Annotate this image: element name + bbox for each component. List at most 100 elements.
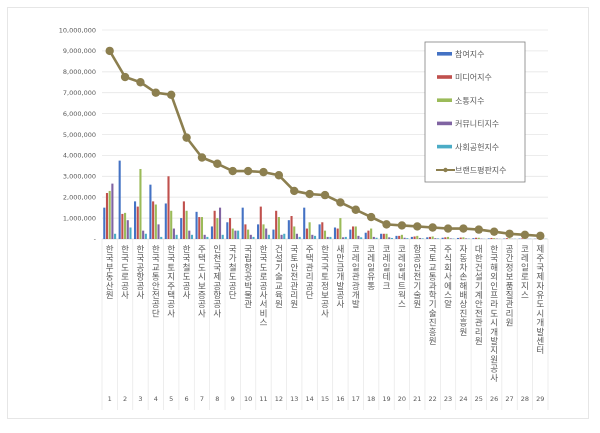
- rank-number: 28: [521, 395, 529, 403]
- bar: [298, 236, 301, 239]
- legend-swatch: [437, 52, 452, 56]
- bar: [434, 238, 437, 239]
- bar: [259, 206, 262, 239]
- bar: [105, 193, 109, 239]
- rank-number: 22: [429, 395, 437, 403]
- bar: [206, 236, 209, 239]
- bar: [290, 216, 293, 239]
- bar: [505, 238, 508, 239]
- bar: [139, 168, 142, 239]
- legend-label: 미디어지수: [455, 72, 492, 82]
- rank-number: 1: [108, 395, 112, 403]
- bar: [372, 236, 375, 239]
- line-marker: [243, 166, 253, 176]
- bar: [311, 234, 314, 239]
- legend-swatch: [437, 75, 452, 79]
- line-marker: [290, 186, 299, 196]
- line-marker: [474, 225, 483, 234]
- rank-number: 8: [215, 395, 219, 403]
- line-marker: [305, 189, 314, 199]
- bar: [234, 230, 237, 239]
- bar: [280, 234, 283, 239]
- legend-box: [424, 41, 526, 183]
- bar: [380, 233, 383, 239]
- bar: [152, 201, 155, 239]
- rank-number: 9: [231, 395, 235, 403]
- bar: [252, 236, 255, 239]
- line-marker: [536, 231, 545, 241]
- line-marker: [382, 220, 391, 229]
- bar: [360, 237, 363, 239]
- bar: [444, 237, 447, 239]
- line-marker: [274, 171, 284, 180]
- bar: [375, 237, 378, 239]
- line-marker: [505, 229, 514, 238]
- bar: [403, 237, 406, 239]
- rank-number: 5: [169, 395, 173, 403]
- bar: [395, 235, 398, 239]
- bar: [203, 234, 206, 239]
- legend-swatch: [437, 144, 452, 149]
- rank-number: 7: [200, 395, 204, 403]
- bar: [257, 224, 260, 239]
- line-marker: [120, 72, 130, 82]
- bar: [333, 227, 337, 239]
- bar: [303, 207, 306, 239]
- legend-item: 미디어지수: [437, 72, 492, 82]
- bar: [352, 226, 355, 239]
- bar: [446, 236, 450, 239]
- bar: [400, 234, 403, 239]
- y-tick-label: 4,000,000: [63, 152, 96, 160]
- rank-number: 26: [490, 395, 498, 403]
- rank-number: 11: [259, 395, 267, 403]
- bar: [437, 238, 440, 239]
- bar: [237, 230, 240, 239]
- line-marker: [336, 198, 345, 207]
- bar: [339, 218, 342, 239]
- bar: [413, 236, 416, 239]
- bar: [293, 226, 296, 239]
- bar: [426, 237, 429, 239]
- line-marker: [428, 223, 437, 232]
- rank-number: 21: [413, 395, 421, 403]
- line-marker: [459, 224, 468, 233]
- bar-series: [103, 160, 547, 239]
- bar: [200, 217, 204, 239]
- bar: [228, 218, 232, 239]
- rank-number: 25: [475, 395, 483, 403]
- bar: [262, 224, 265, 239]
- bar: [321, 222, 324, 239]
- rank-number: 13: [290, 395, 298, 403]
- y-tick-label: 2,000,000: [63, 194, 96, 202]
- bar: [277, 217, 280, 239]
- y-tick-label: 7,000,000: [63, 89, 96, 97]
- bar: [462, 237, 465, 239]
- bar: [367, 230, 370, 239]
- bar: [216, 218, 219, 239]
- bar: [164, 203, 167, 239]
- bar: [226, 222, 229, 239]
- bar: [308, 222, 311, 239]
- rank-number: 23: [444, 395, 452, 403]
- bar: [114, 233, 117, 239]
- line-marker: [520, 230, 530, 240]
- bar: [175, 234, 178, 239]
- y-tick-label: 9,000,000: [63, 47, 96, 55]
- bar: [118, 160, 121, 239]
- rank-number: 27: [505, 395, 513, 403]
